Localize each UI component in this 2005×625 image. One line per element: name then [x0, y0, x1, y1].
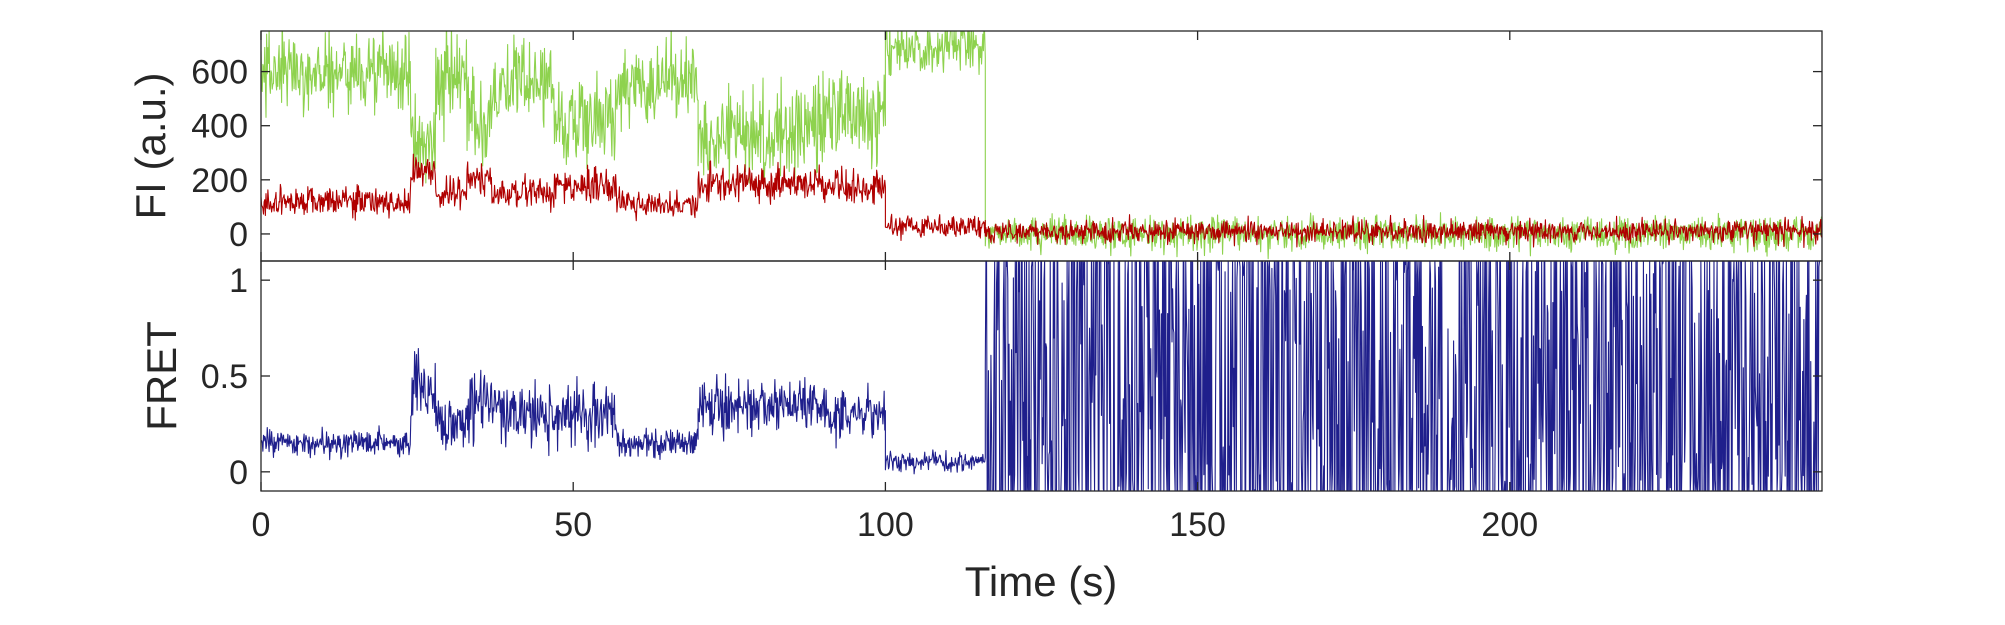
fi-series-donor-line — [261, 31, 1822, 260]
fi-y-tick-label: 200 — [191, 162, 248, 200]
x-tick-label: 150 — [1169, 506, 1226, 544]
fret-y-tick-label: 0.5 — [201, 358, 248, 396]
x-tick-label: 50 — [554, 506, 592, 544]
x-axis-title: Time (s) — [965, 558, 1117, 605]
x-tick-label: 200 — [1481, 506, 1538, 544]
fret-y-tick-label: 1 — [229, 262, 248, 300]
x-tick-label: 0 — [252, 506, 271, 544]
fluorescence-panel: 0 200 400 600 FI (a.u.) — [127, 30, 1823, 262]
fluorescence-y-axis-title: FI (a.u.) — [127, 72, 174, 219]
fret-series-fret-line — [261, 261, 1822, 491]
x-tick-label: 100 — [857, 506, 914, 544]
fi-y-tick-label: 600 — [191, 54, 248, 92]
fi-y-tick-label: 400 — [191, 108, 248, 146]
fret-y-axis-title: FRET — [138, 321, 185, 431]
fi-series-acceptor-line — [261, 153, 1822, 248]
fi-y-tick-label: 0 — [229, 216, 248, 254]
fret-y-tick-label: 0 — [229, 454, 248, 492]
fret-panel: 0 0.5 1 0 50 100 150 200 FRET Time (s) — [138, 260, 1823, 605]
